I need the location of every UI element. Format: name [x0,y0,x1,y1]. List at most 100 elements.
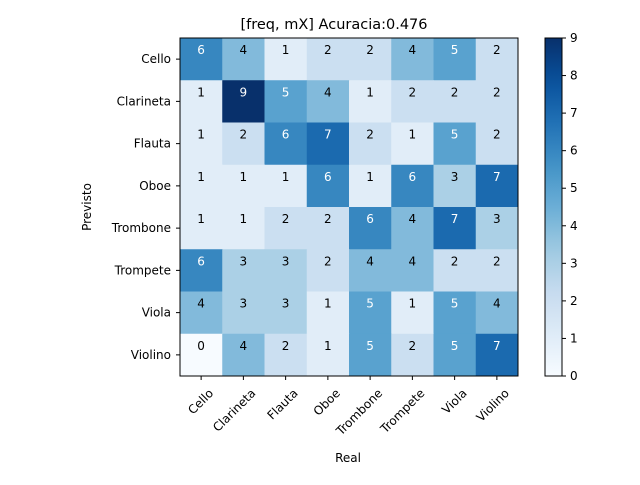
x-tick-label: Cello [185,386,216,417]
heatmap-cell-value: 4 [240,43,248,57]
heatmap-cell-value: 4 [324,85,332,99]
heatmap-cell-value: 4 [409,212,417,226]
heatmap-cell [349,291,392,335]
heatmap-cell-value: 5 [282,85,290,99]
heatmap-cell-value: 4 [409,254,417,268]
heatmap-cell [222,38,265,81]
heatmap-cell [222,333,265,377]
x-tick-label: Trompete [377,386,427,436]
heatmap-cell-value: 4 [493,297,501,311]
heatmap-cell-value: 1 [366,85,374,99]
heatmap-cell [306,249,350,292]
y-tick-label: Clarineta [117,94,171,108]
heatmap-cell [222,207,265,250]
heatmap-cell [264,38,308,81]
heatmap-cell-value: 5 [366,339,374,353]
colorbar-ticks: 0 1 2 3 4 5 6 7 8 9 [562,31,578,383]
heatmap-cell-value: 3 [282,297,290,311]
colorbar-tick-label: 8 [570,69,578,83]
heatmap-cell [391,333,434,377]
heatmap-cell [391,38,434,81]
heatmap-cell-value: 2 [282,339,290,353]
heatmap-cell-value: 1 [282,43,290,57]
heatmap-cell [180,291,223,335]
heatmap-cell [222,249,265,292]
heatmap-cell [264,122,308,166]
x-tick-label: Viola [439,386,470,417]
heatmap-cell-value: 2 [493,128,501,142]
colorbar-tick-label: 7 [570,106,578,120]
heatmap-cell [180,249,223,292]
heatmap-cell-value: 2 [324,43,332,57]
heatmap-cell [180,80,223,123]
heatmap-cell-value: 5 [366,297,374,311]
heatmap-cell-value: 3 [282,254,290,268]
y-tick-label: Oboe [139,179,171,193]
x-tick-label: Oboe [311,386,343,418]
heatmap-cells [180,38,519,377]
heatmap-cell [433,38,477,81]
heatmap-cell [433,122,477,166]
heatmap-cell-value: 2 [366,128,374,142]
heatmap-cell [349,249,392,292]
heatmap-cell [349,164,392,208]
x-tick-label: Clarineta [210,386,258,434]
heatmap-cell [222,164,265,208]
heatmap-cell-value: 2 [240,128,248,142]
heatmap-cell [349,38,392,81]
y-tick-label: Cello [141,52,171,66]
heatmap-cell [264,80,308,123]
heatmap-cell [222,80,265,123]
heatmap-cell [180,164,223,208]
heatmap-cell-value: 2 [451,254,459,268]
heatmap-cell [306,333,350,377]
heatmap-cell [475,122,519,166]
heatmap-cell [349,333,392,377]
plot-frame [179,37,519,377]
heatmap-cell [264,291,308,335]
heatmap-cell-value: 1 [324,297,332,311]
heatmap-cell [349,122,392,166]
heatmap-cell-labels: 6 4 1 2 2 4 5 21 9 5 4 1 2 2 21 2 6 7 2 1 5 21 1 1 6 1 6 3 71 1 2 2 6 4 7 3… [197,43,500,353]
y-tick-label: Violino [131,348,171,362]
heatmap-cell [306,207,350,250]
heatmap-cell-value: 1 [197,170,205,184]
heatmap-cell [264,333,308,377]
colorbar-tick-label: 3 [570,256,578,270]
heatmap-cell-value: 2 [409,339,417,353]
heatmap-cell-value: 1 [324,339,332,353]
heatmap-cell-value: 3 [240,297,248,311]
heatmap-cell-value: 2 [324,254,332,268]
heatmap-cell [391,207,434,250]
heatmap-cell-value: 7 [451,212,459,226]
heatmap-cell-value: 4 [240,339,248,353]
heatmap-cell-value: 1 [366,170,374,184]
x-tick-label: Violino [474,386,512,424]
x-tick-label: Flauta [264,386,300,422]
heatmap-cell [222,291,265,335]
y-tick-label: Viola [142,306,171,320]
heatmap-cell-value: 3 [493,212,501,226]
heatmap-cell-value: 2 [282,212,290,226]
heatmap-cell-value: 1 [240,212,248,226]
heatmap-cell [306,291,350,335]
heatmap-cell-value: 7 [324,128,332,142]
heatmap-cell [475,38,519,81]
y-tick-label: Flauta [134,137,171,151]
heatmap-cell-value: 6 [366,212,374,226]
heatmap-cell-value: 2 [493,43,501,57]
colorbar-tick-label: 1 [570,331,578,345]
heatmap-cell [180,333,223,377]
colorbar-tick-label: 6 [570,144,578,158]
colorbar-tick-label: 9 [570,31,578,45]
heatmap-cell-value: 5 [451,43,459,57]
y-tick-label: Trompete [114,263,171,277]
heatmap-cell-value: 5 [451,297,459,311]
heatmap-cell [433,333,477,377]
heatmap-cell [264,207,308,250]
x-axis-label: Real [335,451,361,465]
y-axis-label: Previsto [80,183,94,231]
heatmap-cell [391,122,434,166]
